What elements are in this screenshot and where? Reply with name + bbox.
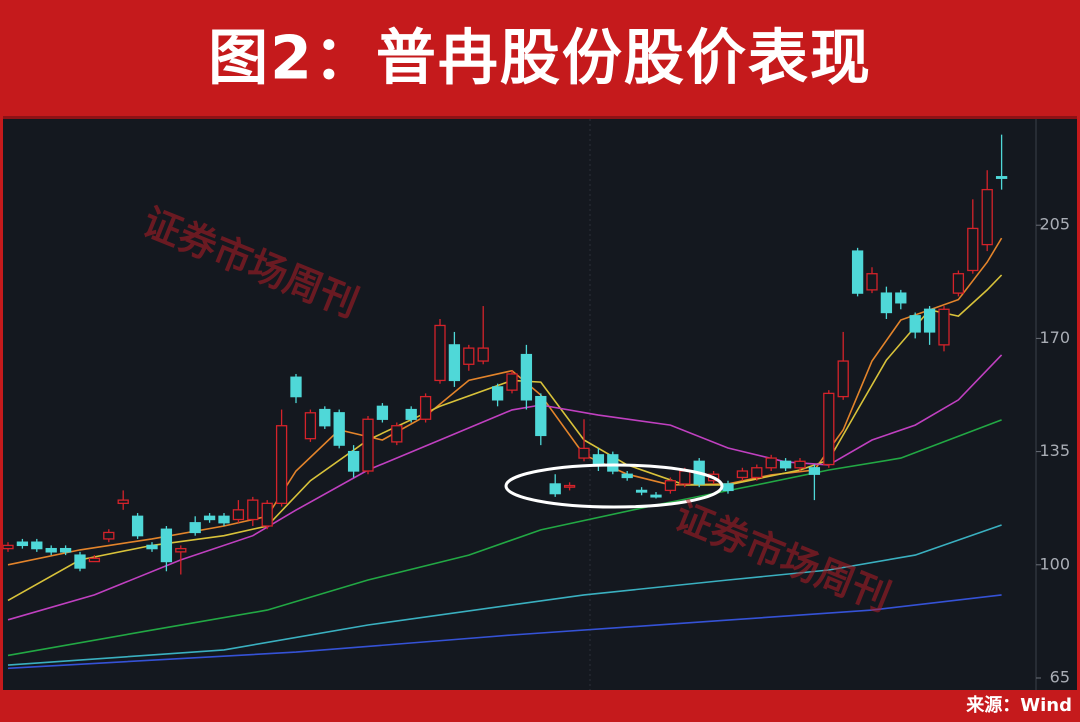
candle-body xyxy=(837,360,849,398)
candle-body xyxy=(491,386,504,401)
candle-body xyxy=(175,547,187,553)
candle-body xyxy=(880,292,893,314)
candle-body xyxy=(131,515,144,537)
candle-body xyxy=(621,473,633,479)
candle-body xyxy=(722,483,734,492)
candle-body xyxy=(679,470,691,485)
candle-body xyxy=(909,315,921,333)
candle-body xyxy=(851,250,864,294)
candle-body xyxy=(419,395,432,420)
candle-body xyxy=(477,347,489,362)
y-tick-label: 65 xyxy=(1050,667,1070,686)
candle-body xyxy=(635,489,648,493)
candle-body xyxy=(391,425,403,443)
candle-body xyxy=(607,454,619,472)
source-note: 来源：Wind xyxy=(965,694,1072,716)
candle-body xyxy=(218,515,230,524)
candle-body xyxy=(563,484,576,488)
candle-body xyxy=(506,373,518,391)
candle-body xyxy=(578,447,590,459)
candle-body xyxy=(751,467,763,479)
header xyxy=(0,0,1080,118)
moving-average-line xyxy=(7,524,1002,666)
candle-body xyxy=(74,554,86,569)
candle-body xyxy=(923,308,936,333)
candle-body xyxy=(347,450,360,472)
candle-body xyxy=(895,292,907,304)
candle-body xyxy=(866,273,878,291)
candle-body xyxy=(103,531,115,540)
candle-body xyxy=(967,227,979,272)
candle-body xyxy=(434,324,446,382)
moving-average-line xyxy=(7,354,1003,621)
candle-body xyxy=(463,347,475,365)
candle-body xyxy=(448,344,461,382)
chart-title: 图2：普冉股份股价表现 xyxy=(208,24,872,94)
candle-body xyxy=(592,454,605,466)
candle-body xyxy=(232,509,245,521)
candle-body xyxy=(304,412,317,440)
plot-area: 65100135170205240 xyxy=(2,102,1070,690)
candle-body xyxy=(520,353,533,401)
moving-average-line xyxy=(7,419,1002,657)
candle-body xyxy=(45,547,57,553)
y-tick-label: 135 xyxy=(1039,441,1070,460)
moving-average-line xyxy=(7,594,1002,670)
candle-body xyxy=(333,412,345,446)
candle-body xyxy=(16,541,29,547)
footer xyxy=(0,690,1080,722)
y-tick-label: 205 xyxy=(1039,215,1070,234)
candle-body xyxy=(319,408,331,427)
candle-body xyxy=(275,425,288,504)
y-tick-label: 100 xyxy=(1039,554,1070,573)
frame-left xyxy=(0,0,3,722)
highlight-ellipse xyxy=(504,463,724,509)
candle-body xyxy=(189,522,201,534)
candle-body xyxy=(736,470,749,479)
y-tick-label: 170 xyxy=(1039,328,1070,347)
candle-body xyxy=(88,557,101,563)
candle-body xyxy=(981,188,993,246)
candle-body xyxy=(59,547,72,553)
candle-body xyxy=(794,460,806,469)
candle-body xyxy=(823,392,835,466)
candle-body xyxy=(938,308,950,346)
candle-body xyxy=(2,544,14,550)
candle-body xyxy=(31,541,43,550)
candle-body xyxy=(995,176,1008,179)
candle-body xyxy=(376,405,389,420)
candle-body xyxy=(765,457,777,469)
candle-body xyxy=(146,544,158,550)
header-border xyxy=(0,116,1080,119)
candle-body xyxy=(160,528,173,563)
candle-body xyxy=(405,408,417,420)
candle-body xyxy=(203,515,216,521)
candle-body xyxy=(664,480,677,492)
candle-body xyxy=(535,395,547,437)
candle-body xyxy=(247,499,259,521)
candle-body xyxy=(808,467,821,475)
candle-body xyxy=(362,418,374,472)
moving-average-line xyxy=(7,274,1003,602)
candle-body xyxy=(650,494,662,498)
candle-body xyxy=(261,502,273,527)
candle-body xyxy=(779,460,792,469)
frame-right xyxy=(1077,0,1080,722)
candle-body xyxy=(290,376,302,398)
candle-body xyxy=(952,273,965,294)
candle-body xyxy=(549,483,561,495)
candle-body xyxy=(117,499,129,504)
